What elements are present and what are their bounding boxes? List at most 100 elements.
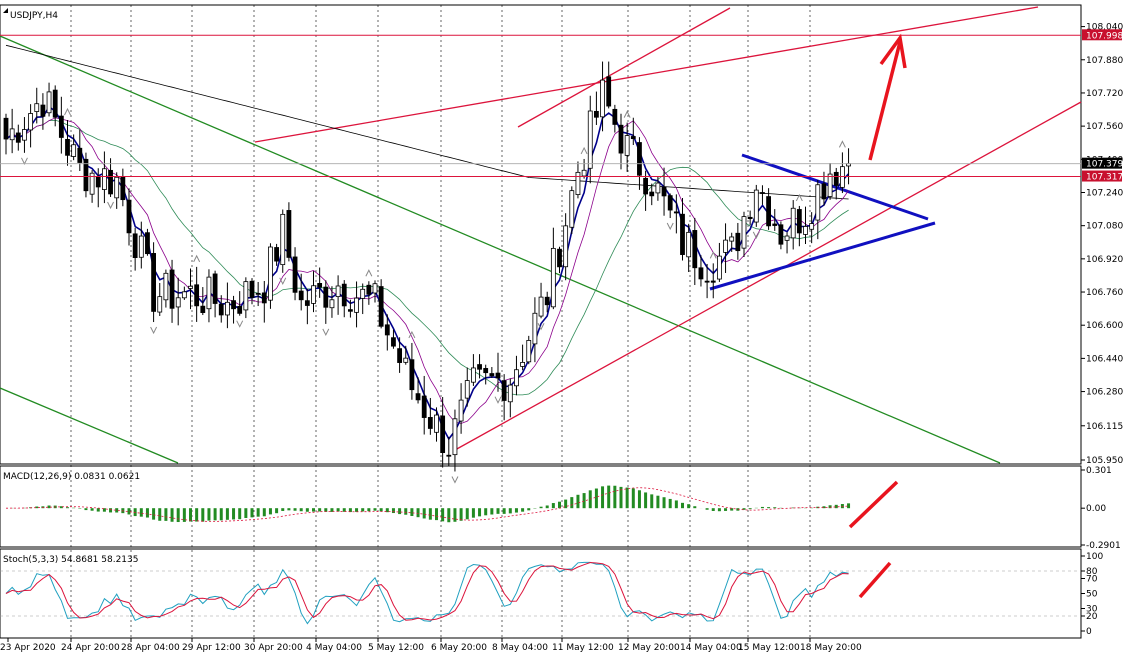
fractal-up — [709, 251, 717, 259]
time-label: 15 May 12:00 — [738, 643, 800, 653]
bull-candle — [587, 110, 593, 169]
bull-candle — [655, 182, 661, 194]
bull-candle — [464, 380, 470, 399]
price-label: 107.880 — [1086, 56, 1123, 66]
bear-candle — [15, 132, 21, 143]
bear-candle — [766, 196, 771, 227]
bull-candle — [563, 225, 569, 268]
bear-candle — [796, 209, 802, 234]
time-label: 18 May 20:00 — [800, 643, 862, 653]
time-label: 30 Apr 20:00 — [244, 643, 303, 653]
bull-candle — [470, 367, 476, 383]
bear-candle — [421, 395, 427, 418]
price-label: 108.040 — [1086, 23, 1123, 33]
macd-axis-label: 0.301 — [1086, 466, 1112, 476]
time-label: 24 Apr 20:00 — [61, 643, 120, 653]
bull-candle — [329, 299, 335, 309]
time-label: 12 May 20:00 — [618, 643, 680, 653]
triangle-lower-line — [709, 221, 936, 291]
macd-arrow — [848, 480, 899, 529]
time-label: 14 May 04:00 — [680, 643, 742, 653]
price-label: 106.115 — [1086, 422, 1123, 432]
bear-candle — [440, 415, 446, 454]
bear-candle — [317, 283, 323, 288]
bull-candle — [809, 223, 815, 230]
bear-candle — [618, 124, 624, 154]
drawn-trendlines — [0, 6, 1082, 464]
bear-candle — [274, 247, 280, 262]
price-label: 106.600 — [1086, 321, 1123, 331]
fractal-down — [494, 396, 502, 404]
bear-candle — [495, 372, 501, 379]
bear-candle — [391, 337, 396, 347]
price-tag — [1082, 170, 1122, 182]
bear-candle — [298, 290, 304, 301]
price-label: 107.720 — [1086, 89, 1123, 99]
macd-signal-line — [5, 487, 849, 522]
stoch-panel[interactable] — [0, 548, 1082, 639]
stoch-main-line — [5, 561, 849, 625]
time-label: 5 May 12:00 — [368, 643, 424, 653]
fractal-up — [365, 269, 373, 277]
bear-candle — [77, 147, 83, 163]
bull-candle — [311, 285, 316, 304]
bear-candle — [384, 324, 390, 336]
time-label: 6 May 20:00 — [431, 643, 487, 653]
bull-candle — [729, 236, 735, 242]
bear-candle — [710, 280, 716, 283]
fractal-down — [150, 326, 158, 335]
bull-candle — [102, 168, 107, 190]
bear-candle — [169, 269, 175, 309]
price-label: 105.950 — [1086, 456, 1123, 466]
bull-candle — [717, 255, 722, 280]
macd-axis-label: -0.2901 — [1086, 541, 1121, 551]
price-label: 106.760 — [1086, 288, 1123, 298]
price-label: 106.920 — [1086, 255, 1123, 265]
bear-candle — [108, 169, 113, 195]
bear-candle — [446, 454, 452, 457]
bull-candle — [532, 312, 538, 345]
bull-candle — [354, 297, 359, 313]
bull-candle — [335, 285, 341, 298]
bull-candle — [753, 189, 759, 223]
bull-candle — [175, 297, 181, 308]
bear-candle — [323, 286, 329, 308]
ma-long-line — [5, 44, 849, 200]
stoch-axis-label: 20 — [1086, 612, 1098, 622]
fractal-down — [451, 476, 459, 484]
macd-panel[interactable] — [0, 465, 1082, 548]
stoch-axis-label: 70 — [1086, 575, 1098, 585]
fractal-up — [64, 107, 71, 116]
fractal-down — [236, 320, 244, 328]
bull-candle — [520, 361, 525, 367]
fractal-down — [279, 277, 287, 285]
bear-candle — [557, 248, 562, 268]
bull-candle — [372, 283, 378, 294]
bear-candle — [692, 230, 698, 269]
bull-candle — [507, 384, 513, 403]
bull-candle — [434, 414, 439, 433]
bear-candle — [649, 191, 655, 197]
bull-candle — [114, 176, 120, 199]
bull-candle — [163, 272, 169, 301]
bull-candle — [89, 172, 95, 195]
symbol-icon — [3, 8, 8, 13]
main-panel[interactable] — [0, 4, 1082, 465]
upper-trendline — [517, 7, 731, 128]
fractal-up — [623, 110, 631, 118]
fractal-markers — [21, 107, 846, 484]
stoch-axis-label: 50 — [1086, 590, 1098, 600]
time-label: 23 Apr 2020 — [0, 643, 56, 653]
bear-candle — [231, 300, 236, 310]
time-label: 28 Apr 04:00 — [121, 643, 180, 653]
fractal-down — [107, 201, 114, 210]
chart-title: USDJPY,H4 — [10, 11, 58, 21]
bull-candle — [71, 144, 77, 157]
price-label: 107.080 — [1086, 222, 1123, 232]
bear-candle — [637, 142, 642, 176]
bull-candle — [815, 184, 821, 221]
bear-candle — [680, 213, 685, 255]
ma-slow-line — [5, 119, 849, 396]
